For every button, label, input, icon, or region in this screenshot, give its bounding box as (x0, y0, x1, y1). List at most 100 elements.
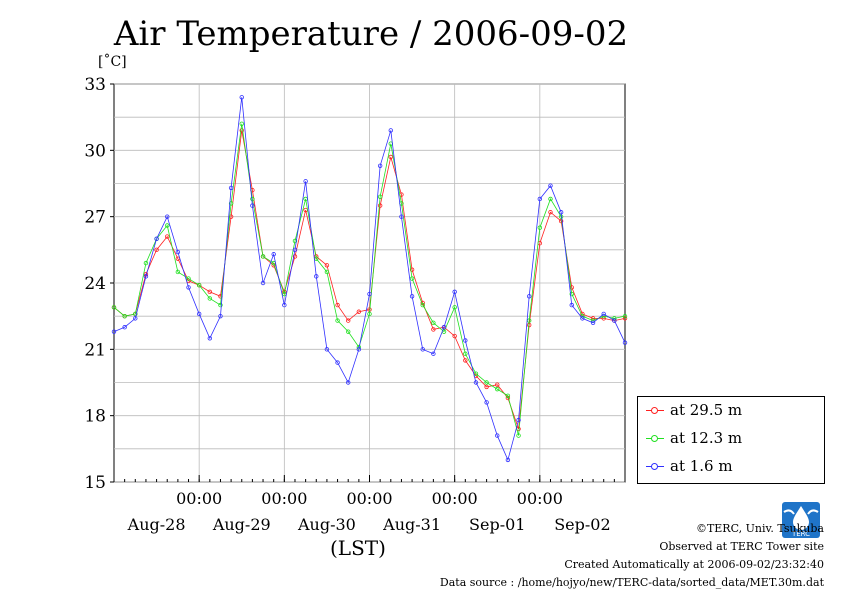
data-point (463, 351, 468, 356)
data-point (122, 313, 127, 319)
data-point (175, 249, 181, 255)
data-point (260, 280, 266, 286)
footer-copyright: ©TERC, Univ. Tsukuba (695, 522, 824, 535)
x-tick-label-time: 00:00 (432, 489, 478, 508)
data-point (250, 196, 255, 202)
y-tick-label: 27 (84, 208, 106, 228)
data-point (452, 289, 457, 295)
x-tick-label-time: 00:00 (517, 489, 563, 508)
y-tick-label: 24 (84, 274, 106, 294)
data-point (356, 309, 362, 314)
data-point (207, 296, 213, 301)
x-day-label: Aug-31 (382, 515, 441, 534)
data-point (239, 95, 244, 100)
x-axis-unit: (LST) (330, 536, 386, 560)
data-point (420, 347, 425, 352)
y-tick-label: 15 (84, 473, 106, 493)
data-point (409, 276, 415, 281)
data-point (143, 274, 149, 279)
data-point (175, 269, 181, 275)
data-point (250, 203, 255, 208)
data-point (218, 302, 223, 308)
data-point (420, 302, 425, 308)
data-point (537, 225, 543, 230)
data-point (143, 260, 149, 266)
legend-label: at 1.6 m (670, 457, 733, 475)
data-point (292, 247, 298, 253)
data-point (452, 305, 457, 310)
y-tick-label: 33 (84, 75, 106, 95)
footer-source: Data source : /home/hojyo/new/TERC-data/… (439, 576, 824, 589)
series-line (113, 97, 626, 462)
data-point (431, 327, 436, 332)
data-point (239, 121, 244, 126)
footer-created: Created Automatically at 2006-09-02/23:3… (564, 558, 824, 571)
x-tick-label-time: 00:00 (261, 489, 307, 508)
data-point (409, 294, 415, 299)
data-point (122, 325, 127, 330)
data-point (111, 329, 117, 334)
data-point (207, 289, 213, 295)
data-point (228, 185, 234, 191)
data-point (367, 311, 372, 317)
y-tick-label: 30 (84, 141, 106, 161)
data-point (239, 128, 244, 133)
data-point (569, 302, 574, 308)
data-point (612, 318, 617, 323)
data-point (399, 214, 404, 219)
data-point (314, 274, 319, 279)
data-point (324, 347, 330, 352)
data-point (324, 263, 330, 268)
data-point (207, 336, 213, 341)
data-point (537, 196, 543, 202)
data-point (292, 254, 298, 259)
data-point (409, 267, 415, 272)
data-point (505, 457, 511, 463)
data-point (186, 285, 191, 290)
data-point (282, 302, 287, 308)
data-point (484, 380, 489, 385)
data-point (324, 269, 330, 275)
data-point (484, 400, 489, 405)
data-point (495, 386, 500, 392)
data-point (260, 254, 266, 259)
data-point (165, 234, 170, 239)
terc-logo: TERC (782, 502, 820, 538)
data-point (580, 316, 585, 321)
data-point (133, 311, 138, 317)
x-day-label: Aug-29 (212, 515, 271, 534)
legend: at 29.5 m at 12.3 m at 1.6 m (637, 396, 825, 484)
data-point (452, 333, 457, 339)
data-point (377, 194, 383, 199)
y-tick-label: 21 (84, 340, 106, 360)
legend-marker (651, 463, 658, 470)
data-point (292, 238, 298, 244)
data-point (196, 283, 202, 288)
data-point (228, 201, 234, 206)
data-point (388, 128, 393, 133)
x-day-label: Sep-02 (554, 515, 610, 534)
data-point (622, 313, 628, 319)
data-point (558, 210, 564, 215)
data-point (346, 329, 351, 334)
x-tick-label-time: 00:00 (176, 489, 222, 508)
data-point (154, 236, 159, 241)
data-point (463, 358, 468, 363)
data-point (303, 179, 308, 184)
data-point (441, 325, 447, 330)
data-point (186, 276, 191, 281)
data-point (473, 371, 479, 376)
data-point (516, 433, 521, 438)
data-point (228, 214, 234, 219)
data-point (548, 210, 553, 215)
data-point (165, 223, 170, 228)
data-point (622, 316, 628, 321)
data-point (388, 154, 393, 160)
data-point (548, 183, 553, 188)
data-point (165, 214, 170, 219)
data-point (622, 340, 628, 345)
footer-observed: Observed at TERC Tower site (659, 540, 824, 553)
legend-label: at 29.5 m (670, 401, 743, 419)
data-point (377, 203, 383, 208)
